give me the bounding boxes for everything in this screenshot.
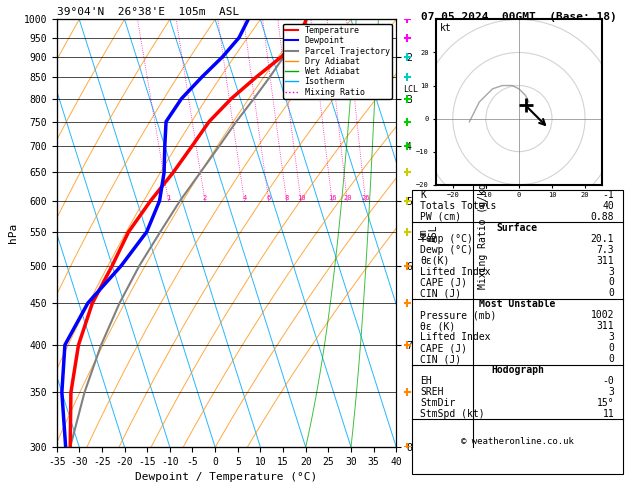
Text: 0.88: 0.88 — [591, 212, 615, 222]
Text: 3: 3 — [608, 266, 615, 277]
Text: SREH: SREH — [420, 387, 444, 397]
Text: CAPE (J): CAPE (J) — [420, 343, 467, 353]
Text: LCL: LCL — [403, 86, 418, 94]
Text: 0: 0 — [608, 278, 615, 288]
Text: StmDir: StmDir — [420, 398, 455, 408]
Text: Surface: Surface — [497, 223, 538, 233]
Text: θε (K): θε (K) — [420, 321, 455, 331]
Y-axis label: km
ASL: km ASL — [418, 225, 439, 242]
Text: 15°: 15° — [597, 398, 615, 408]
Legend: Temperature, Dewpoint, Parcel Trajectory, Dry Adiabat, Wet Adiabat, Isotherm, Mi: Temperature, Dewpoint, Parcel Trajectory… — [283, 24, 392, 99]
Text: 1: 1 — [166, 195, 170, 201]
Text: 20.1: 20.1 — [591, 234, 615, 244]
Text: 311: 311 — [597, 256, 615, 266]
Text: 16: 16 — [328, 195, 337, 201]
Text: 26: 26 — [361, 195, 370, 201]
Text: 20: 20 — [343, 195, 352, 201]
Text: Lifted Index: Lifted Index — [420, 266, 491, 277]
Text: Dewp (°C): Dewp (°C) — [420, 244, 473, 255]
Text: 0: 0 — [608, 343, 615, 353]
Text: 8: 8 — [284, 195, 289, 201]
Text: Hodograph: Hodograph — [491, 365, 544, 375]
Text: 1002: 1002 — [591, 310, 615, 320]
Text: 0: 0 — [608, 288, 615, 298]
Text: 39°04'N  26°38'E  105m  ASL: 39°04'N 26°38'E 105m ASL — [57, 7, 239, 17]
Text: -0: -0 — [603, 376, 615, 386]
Text: StmSpd (kt): StmSpd (kt) — [420, 409, 485, 419]
Text: 40: 40 — [603, 201, 615, 211]
Text: PW (cm): PW (cm) — [420, 212, 462, 222]
Text: 6: 6 — [267, 195, 271, 201]
Text: 3: 3 — [608, 332, 615, 342]
Text: -1: -1 — [603, 190, 615, 200]
Text: K: K — [420, 190, 426, 200]
Text: 4: 4 — [242, 195, 247, 201]
Text: Lifted Index: Lifted Index — [420, 332, 491, 342]
Text: EH: EH — [420, 376, 432, 386]
Text: Temp (°C): Temp (°C) — [420, 234, 473, 244]
Text: CIN (J): CIN (J) — [420, 288, 462, 298]
Text: θε(K): θε(K) — [420, 256, 450, 266]
Text: Totals Totals: Totals Totals — [420, 201, 497, 211]
Text: kt: kt — [440, 23, 452, 33]
X-axis label: Dewpoint / Temperature (°C): Dewpoint / Temperature (°C) — [135, 472, 318, 483]
Text: 0: 0 — [608, 354, 615, 364]
Y-axis label: hPa: hPa — [8, 223, 18, 243]
Text: 2: 2 — [203, 195, 207, 201]
Text: Most Unstable: Most Unstable — [479, 299, 555, 310]
Text: CAPE (J): CAPE (J) — [420, 278, 467, 288]
Text: © weatheronline.co.uk: © weatheronline.co.uk — [461, 436, 574, 446]
Text: Pressure (mb): Pressure (mb) — [420, 310, 497, 320]
Text: 11: 11 — [603, 409, 615, 419]
Y-axis label: Mixing Ratio (g/kg): Mixing Ratio (g/kg) — [478, 177, 488, 289]
Text: 3: 3 — [608, 387, 615, 397]
Text: CIN (J): CIN (J) — [420, 354, 462, 364]
Text: 311: 311 — [597, 321, 615, 331]
Text: 07.05.2024  00GMT  (Base: 18): 07.05.2024 00GMT (Base: 18) — [421, 12, 617, 22]
Text: 10: 10 — [297, 195, 305, 201]
Text: 7.3: 7.3 — [597, 244, 615, 255]
